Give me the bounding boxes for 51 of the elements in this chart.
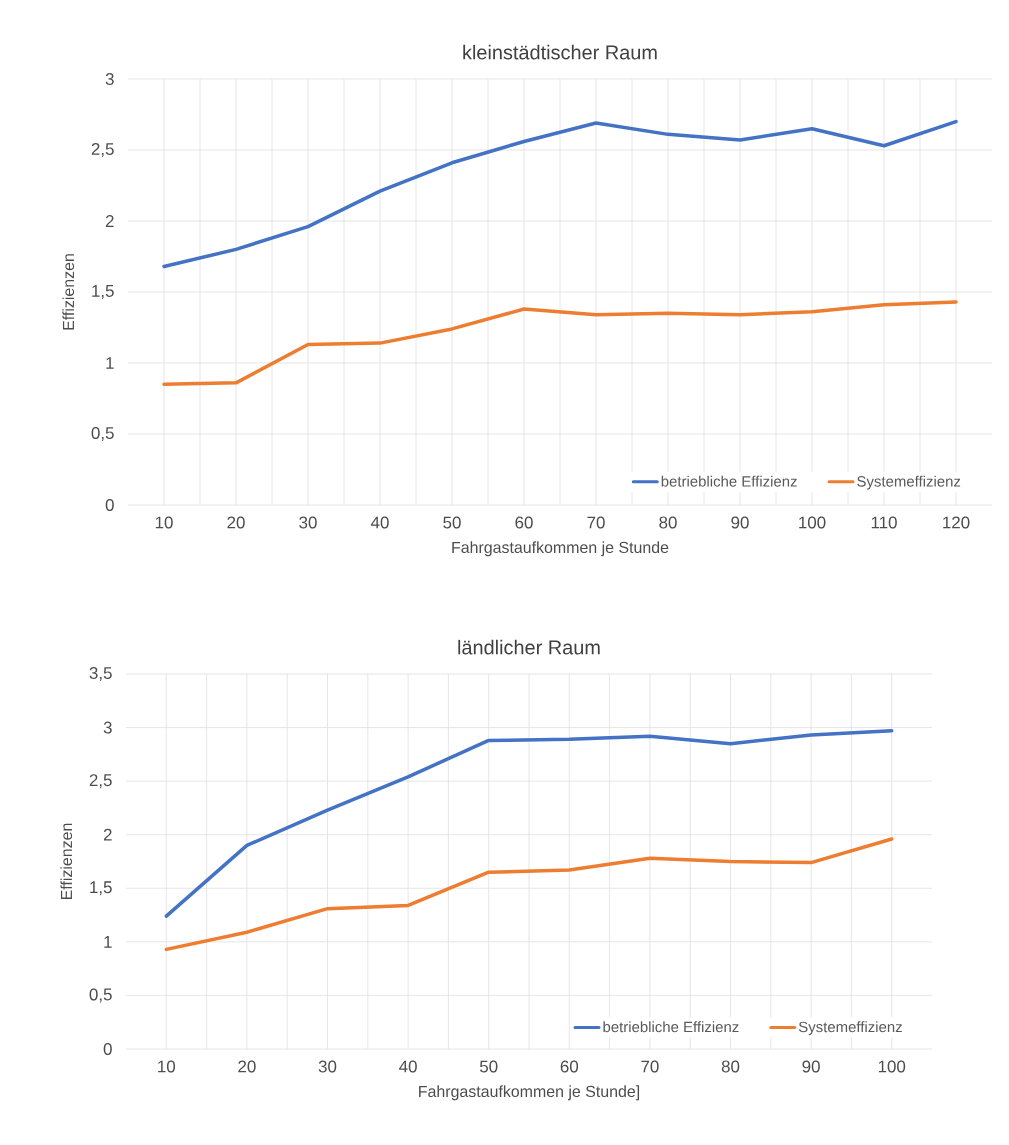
x-tick-label: 10 <box>155 516 173 529</box>
legend-label: betriebliche Effizienz <box>603 1021 739 1033</box>
y-axis-title: Effizienzen <box>60 823 73 900</box>
x-tick-label: 20 <box>227 516 245 529</box>
chart-title: ländlicher Raum <box>458 639 600 655</box>
x-tick-label: 40 <box>370 516 389 529</box>
line-series <box>164 837 894 952</box>
x-tick-label: 90 <box>802 1060 820 1073</box>
y-tick-label: 3 <box>103 721 112 734</box>
y-tick-label: 0,5 <box>89 988 112 1003</box>
x-tick-label: 30 <box>318 1060 337 1073</box>
y-tick-label: 2 <box>105 215 114 227</box>
y-tick-label: 2,5 <box>91 142 114 157</box>
y-tick-label: 0 <box>103 1042 112 1055</box>
y-tick-label: 1 <box>104 936 112 948</box>
x-tick-label: 60 <box>560 1060 579 1073</box>
y-tick-label: 3,5 <box>89 666 112 681</box>
x-tick-label: 40 <box>399 1060 417 1073</box>
legend-label: Systemeffizienz <box>798 1021 902 1036</box>
x-tick-label: 90 <box>731 516 749 529</box>
x-tick-label: 70 <box>587 516 605 529</box>
x-tick-label: 80 <box>721 1060 740 1073</box>
legend-label: betriebliche Effizienz <box>661 475 797 487</box>
line-series <box>162 119 958 269</box>
x-tick-label: 120 <box>943 516 970 529</box>
x-tick-label: 50 <box>479 1060 498 1073</box>
x-tick-label: 100 <box>799 516 826 529</box>
x-tick-label: 10 <box>158 1060 176 1073</box>
x-tick-label: 50 <box>443 516 461 529</box>
x-tick-label: 60 <box>515 516 533 529</box>
x-tick-label: 80 <box>659 516 677 529</box>
y-axis-title: Effizienzen <box>62 254 75 330</box>
x-tick-label: 30 <box>299 516 317 529</box>
line-series <box>164 729 894 918</box>
x-tick-label: 100 <box>878 1060 906 1073</box>
x-tick-label: 70 <box>641 1060 659 1073</box>
legend-label: Systemeffizienz <box>857 475 961 490</box>
x-axis-title: Fahrgastaufkommen je Stunde <box>452 541 669 557</box>
y-tick-label: 1,5 <box>92 285 114 299</box>
x-axis-title: Fahrgastaufkommen je Stunde] <box>419 1085 640 1101</box>
x-tick-label: 110 <box>871 516 897 529</box>
y-tick-label: 3 <box>105 72 114 85</box>
line-series <box>162 300 958 387</box>
x-tick-label: 20 <box>238 1060 256 1073</box>
y-tick-label: 0,5 <box>91 426 114 441</box>
y-tick-label: 2 <box>103 828 112 841</box>
chart-title: kleinstädtischer Raum <box>463 44 657 60</box>
y-tick-label: 1 <box>106 357 114 369</box>
y-tick-label: 1,5 <box>90 881 112 896</box>
y-tick-label: 0 <box>105 498 114 511</box>
y-tick-label: 2,5 <box>89 774 112 789</box>
